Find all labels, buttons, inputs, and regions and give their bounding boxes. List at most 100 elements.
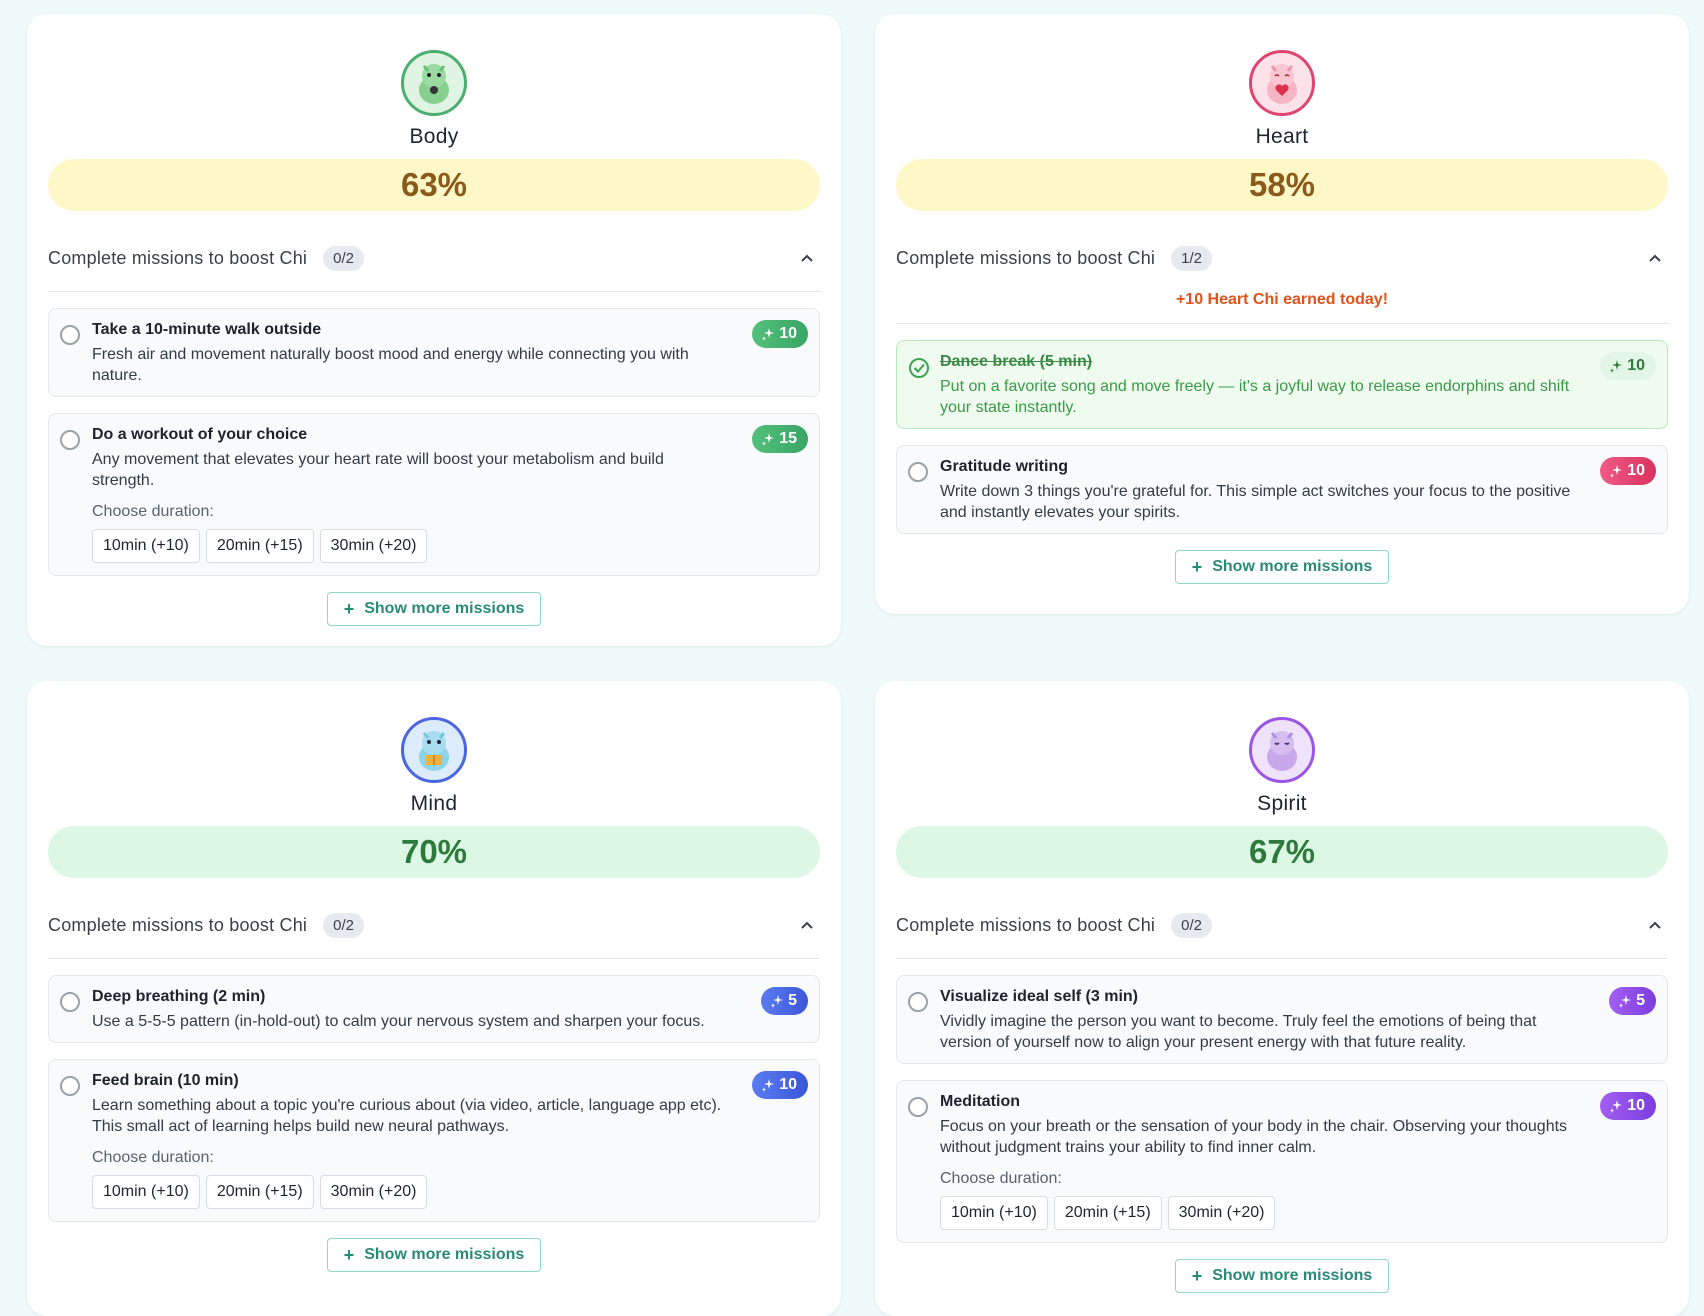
reward-value: 5 xyxy=(788,992,797,1009)
divider xyxy=(896,323,1668,324)
plus-icon: + xyxy=(343,598,355,619)
reward-value: 10 xyxy=(779,325,797,342)
dragon-mascot-icon xyxy=(401,717,467,783)
mission-description: Fresh air and movement naturally boost m… xyxy=(92,346,689,384)
missions-header-title: Complete missions to boost Chi xyxy=(896,247,1156,268)
mission-description: Learn something about a topic you're cur… xyxy=(92,1097,722,1135)
reward-badge: 10 xyxy=(752,320,808,348)
mission-radio[interactable] xyxy=(908,462,928,482)
mission-description: Use a 5-5-5 pattern (in-hold-out) to cal… xyxy=(92,1013,705,1030)
mission-description: Focus on your breath or the sensation of… xyxy=(940,1118,1568,1156)
show-more-missions-button[interactable]: + Show more missions xyxy=(1175,1259,1389,1293)
dragon-mascot-icon xyxy=(401,50,467,116)
duration-option-30[interactable]: 30min (+20) xyxy=(319,1175,428,1209)
mission-item[interactable]: Visualize ideal self (3 min) Vividly ima… xyxy=(896,975,1668,1064)
category-name: Body xyxy=(409,125,459,148)
chevron-up-icon[interactable] xyxy=(800,920,814,930)
duration-option-10[interactable]: 10min (+10) xyxy=(92,1175,200,1209)
duration-option-30[interactable]: 30min (+20) xyxy=(319,529,428,563)
mission-item[interactable]: Take a 10-minute walk outside Fresh air … xyxy=(48,308,820,397)
duration-label: Choose duration: xyxy=(940,1170,1062,1187)
mission-item-completed[interactable]: Dance break (5 min) Put on a favorite so… xyxy=(896,340,1668,429)
mission-item[interactable]: Deep breathing (2 min) Use a 5-5-5 patte… xyxy=(48,975,820,1043)
sparkle-icon xyxy=(1619,995,1632,1008)
mission-description: Put on a favorite song and move freely —… xyxy=(940,378,1570,416)
reward-badge: 10 xyxy=(1600,352,1656,380)
mission-radio[interactable] xyxy=(60,430,80,450)
sparkle-icon xyxy=(762,433,775,446)
chi-card-mind: Mind 70% Complete missions to boost Chi … xyxy=(27,681,841,1316)
missions-toggle[interactable]: Complete missions to boost Chi 0/2 xyxy=(896,910,1668,940)
duration-option-10[interactable]: 10min (+10) xyxy=(92,529,200,563)
duration-option-30[interactable]: 30min (+20) xyxy=(1167,1196,1276,1230)
mission-item[interactable]: Meditation Focus on your breath or the s… xyxy=(896,1080,1668,1243)
category-name: Spirit xyxy=(1257,792,1307,815)
duration-option-20[interactable]: 20min (+15) xyxy=(1053,1196,1162,1230)
chevron-up-icon[interactable] xyxy=(1648,920,1662,930)
divider xyxy=(48,958,820,959)
mission-description: Vividly imagine the person you want to b… xyxy=(940,1013,1537,1051)
missions-header-title: Complete missions to boost Chi xyxy=(896,914,1156,935)
duration-options: 10min (+10) 20min (+15) 30min (+20) xyxy=(92,1175,729,1209)
sparkle-icon xyxy=(1610,360,1623,373)
mission-radio[interactable] xyxy=(60,1076,80,1096)
chi-percentage-bar: 70% xyxy=(48,826,820,878)
reward-value: 10 xyxy=(1627,357,1645,374)
show-more-missions-button[interactable]: + Show more missions xyxy=(327,1238,541,1272)
missions-count-badge: 0/2 xyxy=(323,245,364,271)
divider xyxy=(48,291,820,292)
mission-title: Dance break (5 min) xyxy=(940,353,1093,370)
sparkle-icon xyxy=(1610,465,1623,478)
chi-earned-message: +10 Heart Chi earned today! xyxy=(1175,291,1389,308)
plus-icon: + xyxy=(1191,556,1203,577)
chevron-up-icon[interactable] xyxy=(1648,253,1662,263)
sparkle-icon xyxy=(762,328,775,341)
missions-toggle[interactable]: Complete missions to boost Chi 0/2 xyxy=(48,243,820,273)
sparkle-icon xyxy=(771,995,784,1008)
plus-icon: + xyxy=(1191,1265,1203,1286)
duration-option-20[interactable]: 20min (+15) xyxy=(205,1175,314,1209)
missions-toggle[interactable]: Complete missions to boost Chi 0/2 xyxy=(48,910,820,940)
dragon-mascot-icon xyxy=(1249,717,1315,783)
category-name: Mind xyxy=(410,792,458,815)
duration-option-20[interactable]: 20min (+15) xyxy=(205,529,314,563)
duration-option-10[interactable]: 10min (+10) xyxy=(940,1196,1048,1230)
chevron-up-icon[interactable] xyxy=(800,253,814,263)
missions-header-title: Complete missions to boost Chi xyxy=(48,914,308,935)
show-more-missions-button[interactable]: + Show more missions xyxy=(327,592,541,626)
reward-badge: 5 xyxy=(761,987,808,1015)
mission-description: Any movement that elevates your heart ra… xyxy=(92,451,664,489)
missions-count-badge: 0/2 xyxy=(1171,912,1212,938)
show-more-label: Show more missions xyxy=(1212,558,1373,575)
reward-value: 10 xyxy=(1627,462,1645,479)
reward-value: 15 xyxy=(779,430,797,447)
category-name: Heart xyxy=(1255,125,1309,148)
mission-radio[interactable] xyxy=(60,325,80,345)
missions-count-badge: 1/2 xyxy=(1171,245,1212,271)
mission-radio[interactable] xyxy=(60,992,80,1012)
mission-item[interactable]: Gratitude writing Write down 3 things yo… xyxy=(896,445,1668,534)
mission-radio[interactable] xyxy=(908,992,928,1012)
show-more-missions-button[interactable]: + Show more missions xyxy=(1175,550,1389,584)
duration-label: Choose duration: xyxy=(92,1149,214,1166)
divider xyxy=(896,958,1668,959)
plus-icon: + xyxy=(343,1244,355,1265)
sparkle-icon xyxy=(1610,1100,1623,1113)
dragon-mascot-icon xyxy=(1249,50,1315,116)
reward-badge: 10 xyxy=(1600,457,1656,485)
reward-value: 5 xyxy=(1636,992,1645,1009)
chi-percentage-bar: 67% xyxy=(896,826,1668,878)
duration-label: Choose duration: xyxy=(92,503,214,520)
mission-title: Gratitude writing xyxy=(940,458,1068,475)
sparkle-icon xyxy=(762,1079,775,1092)
mission-item[interactable]: Do a workout of your choice Any movement… xyxy=(48,413,820,576)
chi-percentage-bar: 58% xyxy=(896,159,1668,211)
mission-radio[interactable] xyxy=(908,1097,928,1117)
missions-toggle[interactable]: Complete missions to boost Chi 1/2 xyxy=(896,243,1668,273)
show-more-label: Show more missions xyxy=(364,1246,525,1263)
mission-title: Feed brain (10 min) xyxy=(92,1072,239,1089)
check-circle-icon[interactable] xyxy=(908,357,930,379)
reward-value: 10 xyxy=(1627,1097,1645,1114)
chi-percentage-bar: 63% xyxy=(48,159,820,211)
mission-item[interactable]: Feed brain (10 min) Learn something abou… xyxy=(48,1059,820,1222)
